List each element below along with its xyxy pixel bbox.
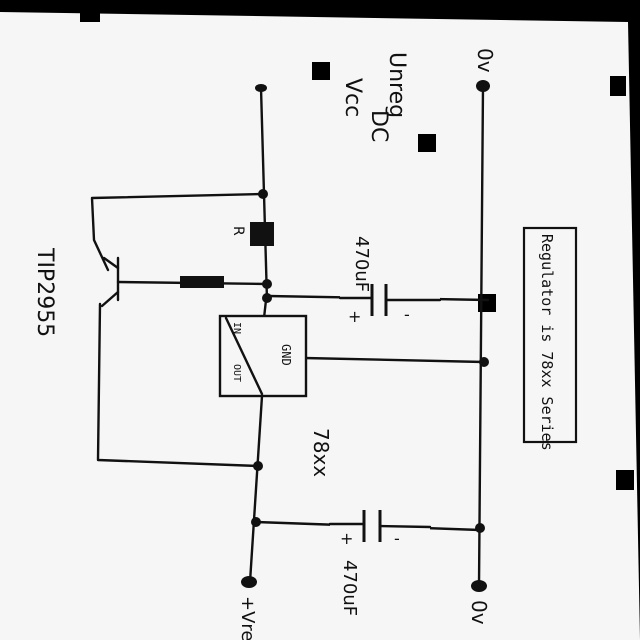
v0-bottom-label: 0v <box>467 600 491 625</box>
note-box <box>522 226 578 444</box>
regulator-divider <box>224 316 264 396</box>
junction-dots <box>251 189 489 533</box>
emitter-branch-wire <box>90 192 265 272</box>
regulator-out-label: OUT <box>231 364 242 382</box>
transistor-label: TIP2955 <box>32 247 57 337</box>
cap-bottom-value: 470uF <box>339 560 360 616</box>
vreg-label: +Vreg <box>237 596 258 640</box>
cap-top-plus: + <box>348 307 361 326</box>
regulator-gnd-wire <box>302 356 486 364</box>
dc-label: DC <box>366 110 391 142</box>
vcc-label: Vcc <box>340 78 365 117</box>
regulator-gnd-label: GND <box>279 344 293 366</box>
collector-output-wire <box>96 302 260 468</box>
terminals <box>241 80 490 592</box>
base-resistor <box>180 276 224 288</box>
transistor-emitter-lead <box>102 256 120 270</box>
regulator-78xx <box>218 314 308 398</box>
v0-top-label: 0v <box>473 48 497 73</box>
cap-bottom-plus: + <box>340 529 353 548</box>
cap-bottom-minus: - <box>394 529 400 548</box>
capacitor-bottom <box>328 506 432 546</box>
cap-top-minus: - <box>404 305 410 324</box>
cap-top-value: 470uF <box>351 236 372 292</box>
capacitor-top <box>338 280 442 320</box>
regulator-in-label: IN <box>231 322 242 334</box>
resistor-label: R <box>230 226 246 236</box>
note-text: Regulator is 78xx Series <box>538 234 556 451</box>
scan-artifacts <box>80 10 634 490</box>
transistor-collector-lead <box>100 290 120 308</box>
resistor-r <box>250 222 274 246</box>
unreg-label: Unreg <box>384 52 409 118</box>
vreg-line-wire <box>248 394 264 584</box>
regulator-family-label: 78xx <box>309 428 333 477</box>
ground-rail-wire <box>477 84 485 588</box>
